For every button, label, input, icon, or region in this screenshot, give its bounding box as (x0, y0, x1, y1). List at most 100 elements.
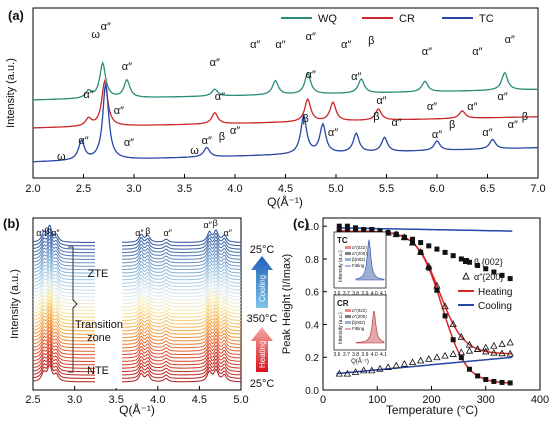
alpha-heating-point (490, 348, 498, 356)
panel-b-curve (32, 269, 242, 288)
beta-point (491, 269, 497, 275)
panel-a-peak-label: α″ (508, 119, 518, 131)
alpha-heating-point (433, 281, 441, 289)
beta-heating-point (466, 366, 472, 372)
beta-heating-point (491, 378, 497, 384)
beta-point (442, 249, 448, 255)
panel-c-xtick-label: 300 (477, 394, 495, 406)
panel-a-peak-label: α″ (230, 125, 240, 137)
panel-b-curve (32, 364, 242, 383)
panel-b-peak-label: β (145, 226, 150, 236)
beta-heating-point (353, 228, 359, 234)
panel-c-ytick-label: 0.2 (305, 353, 319, 364)
panel-b-frame (32, 217, 242, 391)
panel-b-curve (32, 272, 242, 291)
inset-tick-label: 4.0 (371, 352, 378, 358)
cooling-label: Cooling (258, 275, 267, 302)
legend-beta-marker (463, 258, 469, 264)
panel-a-peak-label: α″ (328, 127, 338, 139)
panel-a-peak-label: α″ (472, 46, 482, 58)
inset-cr-item-4: Fitting (352, 326, 365, 331)
panel-a-peak-label: α″ (341, 39, 351, 51)
alpha-point (416, 356, 425, 364)
beta-point (450, 253, 456, 259)
panel-a-peak-label: β (303, 113, 309, 125)
panel-a-tick-label: 6.5 (480, 183, 495, 195)
panel-b-curve (32, 258, 242, 277)
alpha-point (490, 341, 498, 349)
panel-c-ylabel: Peak Height (I/Imax) (281, 254, 293, 354)
legend-cooling-label: Cooling (478, 301, 512, 312)
beta-heating-point (344, 228, 350, 234)
panel-a-tick-label: 2.0 (25, 183, 40, 195)
panel-a-peak-label: α″ (505, 34, 515, 46)
panel-c-xtick-label: 400 (531, 394, 549, 406)
alpha-point (335, 369, 343, 377)
panel-b-curve (32, 289, 242, 308)
inset-cr-ticks: 3.6 3.7 3.8 3.9 4.0 4.1 (334, 352, 388, 358)
panel-b-curve (32, 347, 242, 366)
panel-c-xtick-label: 100 (368, 394, 386, 406)
alpha-point (392, 361, 400, 369)
panel-b-tick-label: 4.0 (150, 394, 165, 406)
inset-cr-item-3: β(002) (352, 320, 366, 325)
inset-tc-peak (355, 238, 385, 281)
alpha-heating-point (416, 248, 425, 255)
inset-tc-item-3: β(002) (352, 257, 366, 262)
panel-b-peak-label: α″ (51, 228, 60, 238)
panel-b-peak-label: α″ (164, 228, 173, 238)
alpha-point (457, 348, 466, 356)
alpha-point (498, 340, 506, 348)
panel-c-legend: β {002} α″{200} Heating Cooling (458, 257, 512, 312)
inset-tc-title: TC (337, 236, 348, 245)
panel-b-curve (32, 224, 242, 243)
beta-point (344, 223, 350, 229)
beta-point (410, 236, 416, 242)
panel-b-curve (32, 235, 242, 254)
inset-tc-key-3 (345, 258, 351, 261)
panel-a-peak-label: α″ (83, 89, 93, 101)
alpha-point (506, 338, 514, 346)
panel-a-annotations: ωα″α″ α″α″ α″α″α″ βα″ α″α″α″α″α″α″ α″α″ α″ α″α″… (57, 21, 528, 163)
alpha-point (441, 351, 449, 359)
panel-c-ytick-label: 0.4 (305, 320, 319, 331)
alpha-point (376, 364, 384, 372)
panel-a-peak-label: α″ (427, 101, 437, 113)
beta-point (434, 246, 440, 252)
panel-b-curve (32, 303, 242, 322)
beta-point (401, 235, 407, 241)
legend-heating-label: Heating (478, 287, 512, 298)
panel-b-curve (32, 245, 242, 264)
panel-b-xlabel: Q(Å⁻¹) (119, 402, 155, 417)
panel-b-curve (32, 309, 242, 328)
panel-b-curve (32, 282, 242, 301)
inset-tick-label: 3.7 (343, 352, 350, 358)
inset-tc: TC Intensity (a.u.) α″(022) α″(200) β(00… (334, 231, 388, 297)
panel-b-curve (32, 265, 242, 284)
legend-tc-label: TC (479, 13, 494, 25)
panel-a-tick-label: 4.5 (278, 183, 293, 195)
panel-a-peak-label: α″ (114, 105, 124, 117)
panel-b-curve (32, 252, 242, 271)
alpha-point (351, 368, 360, 375)
panel-a-xticks: 2.0 2.5 3.0 3.5 4.0 4.5 5.0 5.5 6.0 6.5 7.0 (25, 174, 546, 195)
panel-b-curve (32, 320, 242, 339)
panel-b: (b) Intensity (a.u.) Q(Å⁻¹) 2.5 3.0 3.5 4.0… (3, 216, 277, 417)
panel-b-curve (32, 262, 242, 281)
panel-c-ytick-label: 0.6 (305, 288, 319, 299)
temp-mid: 350°C (247, 313, 278, 325)
alpha-point (449, 350, 457, 357)
beta-heating-point (483, 377, 489, 383)
panel-b-curve (32, 340, 242, 359)
panel-a-ylabel: Intensity (a.u.) (5, 58, 17, 128)
beta-heating-point (410, 240, 416, 246)
panel-b-curve (32, 238, 242, 257)
inset-tc-ticks: 3.6 3.7 3.8 3.9 4.0 4.1 (334, 291, 388, 297)
panel-a-label: (a) (8, 8, 24, 23)
panel-a-peak-label: α″ (306, 69, 316, 81)
panel-a-tick-label: 2.5 (76, 183, 91, 195)
beta-point (369, 226, 375, 232)
alpha-heating-point (506, 349, 514, 357)
panel-a-peak-label: α″ (422, 46, 432, 58)
